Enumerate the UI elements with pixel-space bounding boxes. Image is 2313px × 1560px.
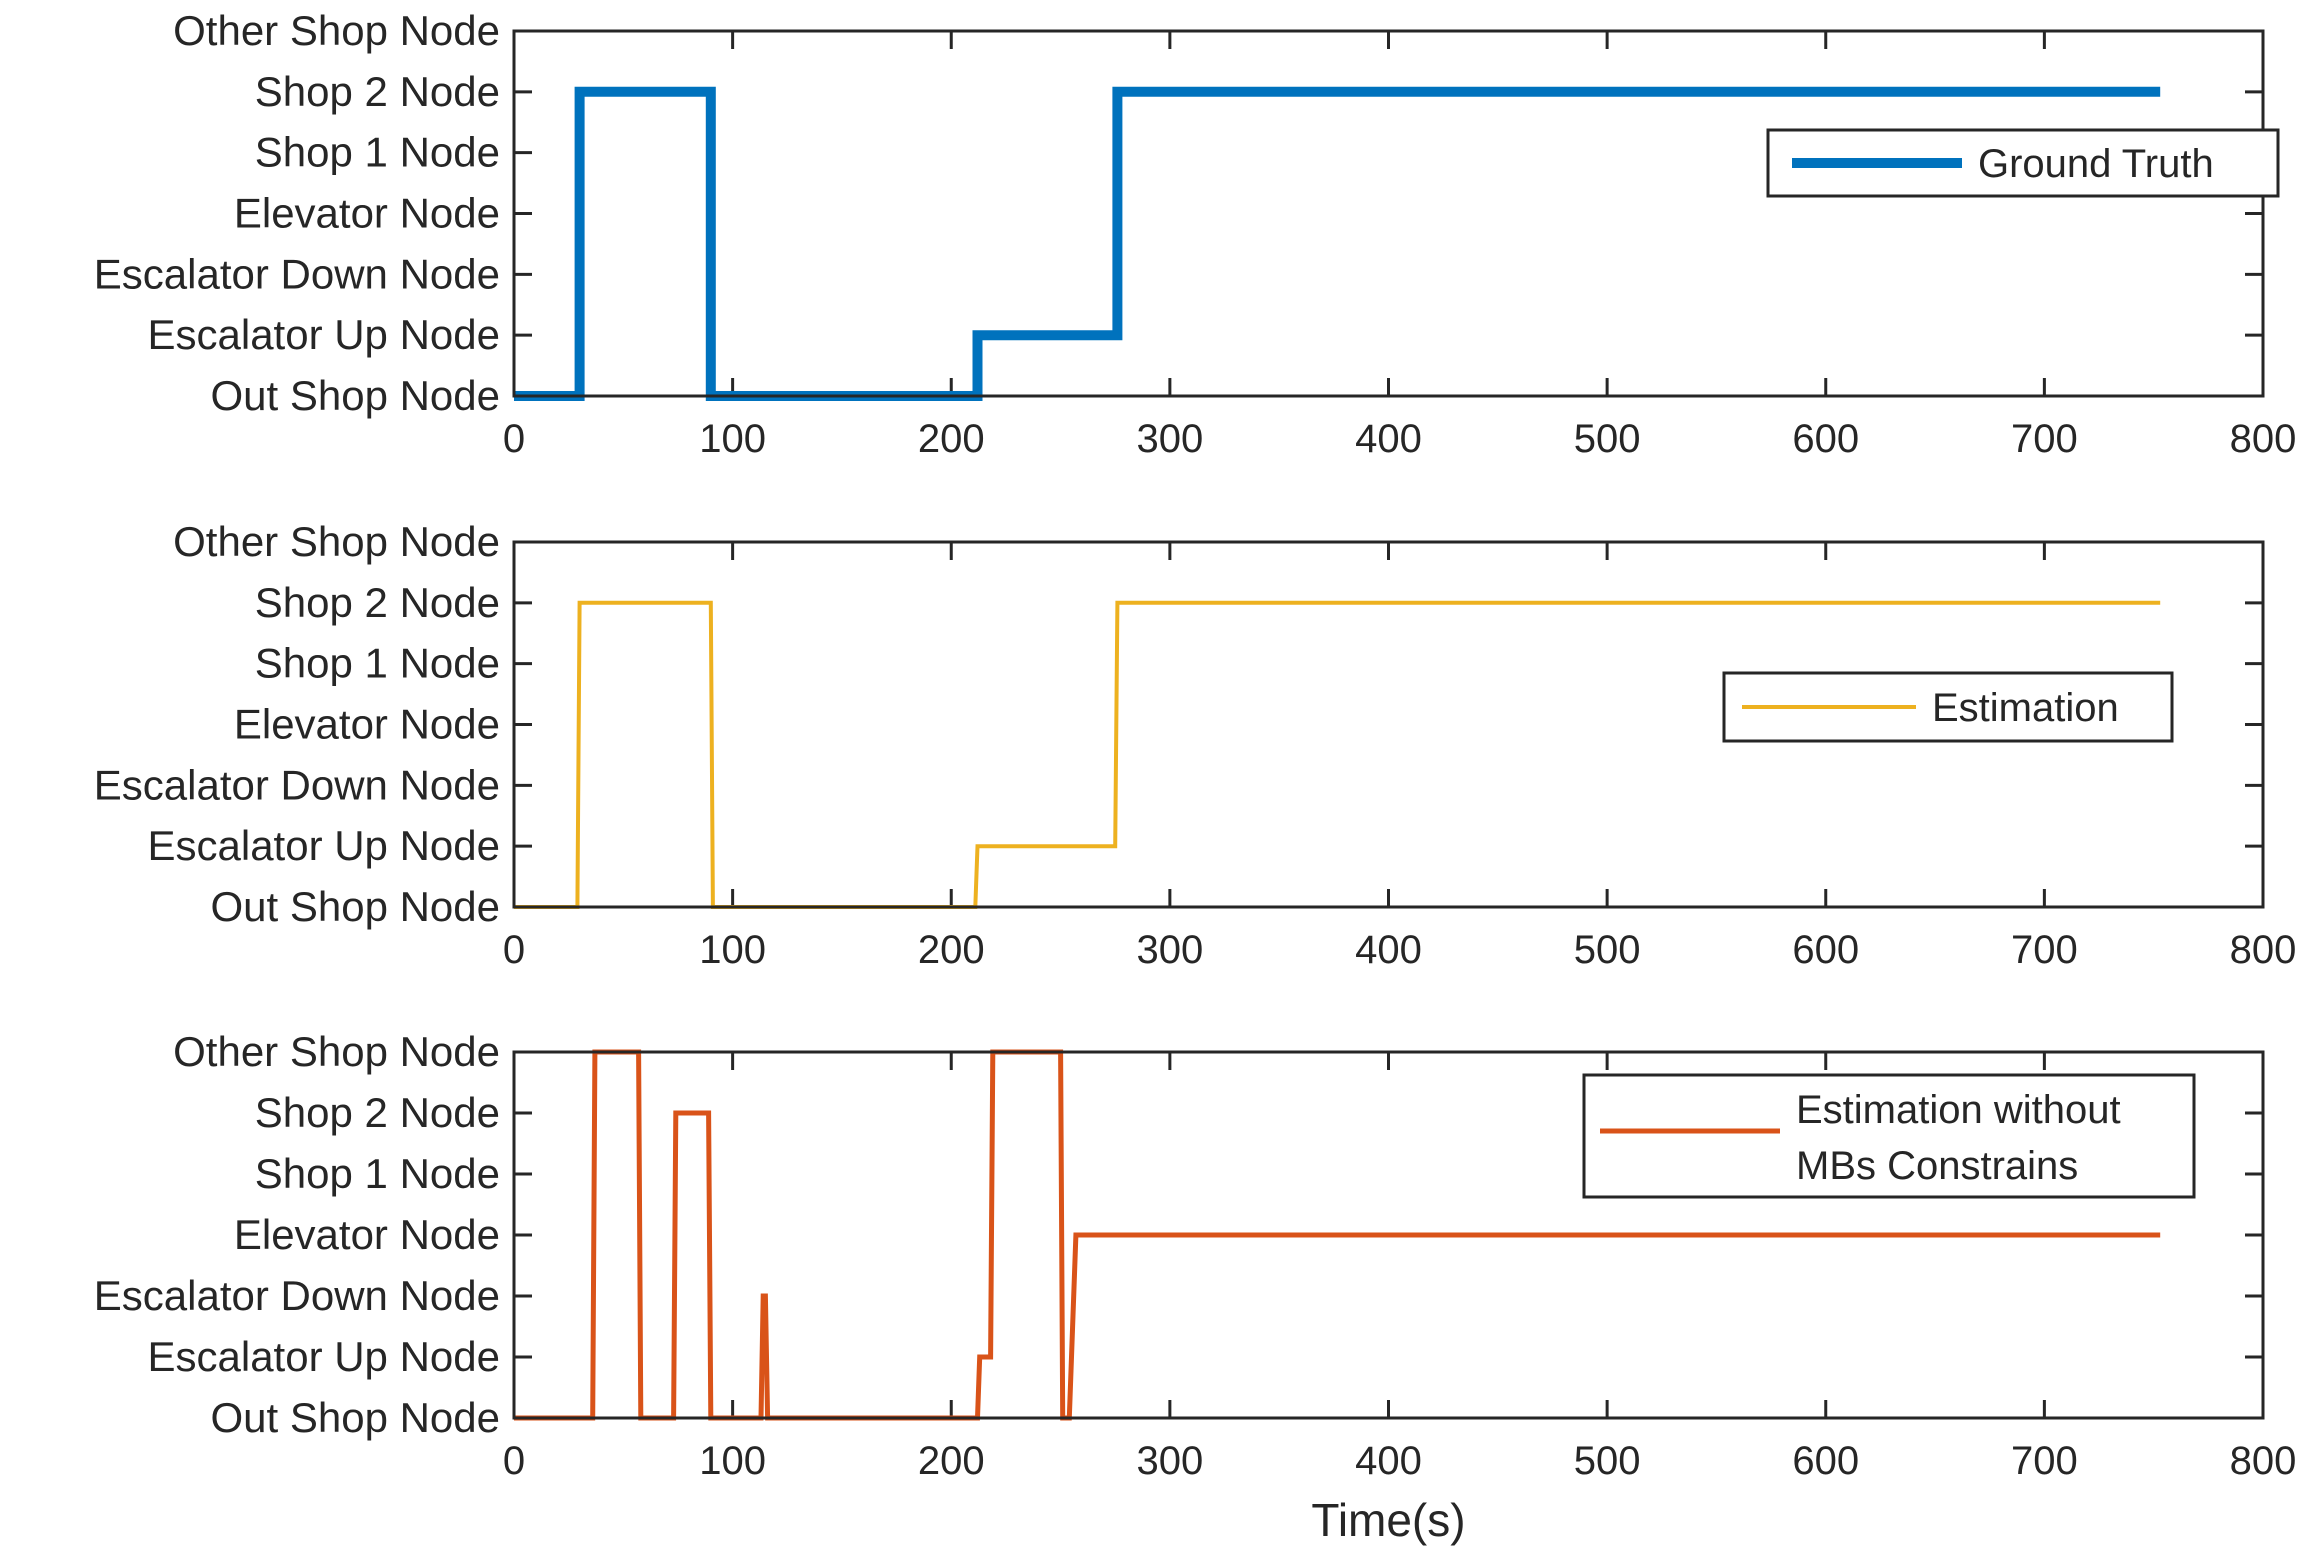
y-tick-label: Other Shop Node — [173, 518, 500, 565]
x-tick-label: 600 — [1792, 928, 1859, 972]
axes-box — [512, 1050, 2265, 1420]
x-tick-label: 300 — [1137, 417, 1204, 461]
y-tick-label: Shop 2 Node — [255, 579, 500, 626]
y-tick-label: Shop 2 Node — [255, 68, 500, 115]
x-tick-label: 200 — [918, 1439, 985, 1483]
y-tick-label: Out Shop Node — [210, 372, 500, 419]
x-tick-label: 400 — [1355, 928, 1422, 972]
x-tick-label: 600 — [1792, 417, 1859, 461]
x-tick-label: 100 — [699, 928, 766, 972]
x-tick-label: 700 — [2011, 417, 2078, 461]
y-tick-label: Out Shop Node — [210, 1394, 500, 1441]
axes-box — [512, 29, 2265, 398]
x-tick-label: 0 — [503, 1439, 525, 1483]
x-tick-label: 700 — [2011, 928, 2078, 972]
y-tick-label: Elevator Node — [234, 190, 500, 237]
y-tick-label: Escalator Up Node — [147, 311, 500, 358]
y-tick-label: Other Shop Node — [173, 1028, 500, 1075]
legend-label: MBs Constrains — [1796, 1144, 2078, 1188]
x-axis-label: Time(s) — [1311, 1494, 1465, 1546]
y-tick-label: Escalator Down Node — [94, 250, 500, 297]
x-tick-label: 400 — [1355, 1439, 1422, 1483]
x-tick-label: 400 — [1355, 417, 1422, 461]
x-tick-label: 500 — [1574, 928, 1641, 972]
chart-panel-3: Out Shop Node Escalator Up Node Escalator … — [94, 1028, 2297, 1546]
x-tick-label: 100 — [699, 417, 766, 461]
x-tick-label: 300 — [1137, 1439, 1204, 1483]
y-tick-label: Escalator Up Node — [147, 1333, 500, 1380]
series-line-3 — [514, 1049, 2161, 1421]
x-tick-label: 200 — [918, 928, 985, 972]
y-tick-label: Shop 2 Node — [255, 1089, 500, 1136]
legend: Estimation — [1722, 671, 2174, 743]
x-tick-label: 100 — [699, 1439, 766, 1483]
x-tick-label: 500 — [1574, 417, 1641, 461]
series-line-2 — [514, 600, 2161, 909]
x-tick-label: 500 — [1574, 1439, 1641, 1483]
legend-label: Estimation without — [1796, 1088, 2121, 1132]
x-tick-label: 0 — [503, 417, 525, 461]
y-tick-label: Shop 1 Node — [255, 129, 500, 176]
y-tick-label: Shop 1 Node — [255, 1150, 500, 1197]
x-tick-label: 800 — [2230, 928, 2297, 972]
x-tick-label: 300 — [1137, 928, 1204, 972]
x-tick-label: 0 — [503, 928, 525, 972]
legend: Ground Truth — [1766, 128, 2280, 198]
legend: Estimation without MBs Constrains — [1582, 1073, 2196, 1199]
x-tick-label: 800 — [2230, 417, 2297, 461]
axes-box — [512, 540, 2265, 909]
y-tick-label: Escalator Down Node — [94, 761, 500, 808]
legend-label: Estimation — [1932, 686, 2119, 730]
legend-label: Ground Truth — [1978, 142, 2214, 186]
x-tick-label: 200 — [918, 417, 985, 461]
x-tick-label: 800 — [2230, 1439, 2297, 1483]
y-tick-label: Elevator Node — [234, 701, 500, 748]
legend-box — [1582, 1073, 2196, 1199]
y-tick-label: Escalator Down Node — [94, 1272, 500, 1319]
x-tick-label: 600 — [1792, 1439, 1859, 1483]
y-tick-label: Elevator Node — [234, 1211, 500, 1258]
chart-panel-2: Out Shop Node Escalator Up Node Escalator … — [94, 518, 2297, 972]
x-tick-label: 700 — [2011, 1439, 2078, 1483]
y-tick-label: Out Shop Node — [210, 883, 500, 930]
chart-panel-1: Out Shop Node Escalator Up Node Escalator … — [94, 7, 2297, 461]
y-tick-label: Other Shop Node — [173, 7, 500, 54]
y-tick-label: Escalator Up Node — [147, 822, 500, 869]
y-tick-label: Shop 1 Node — [255, 640, 500, 687]
